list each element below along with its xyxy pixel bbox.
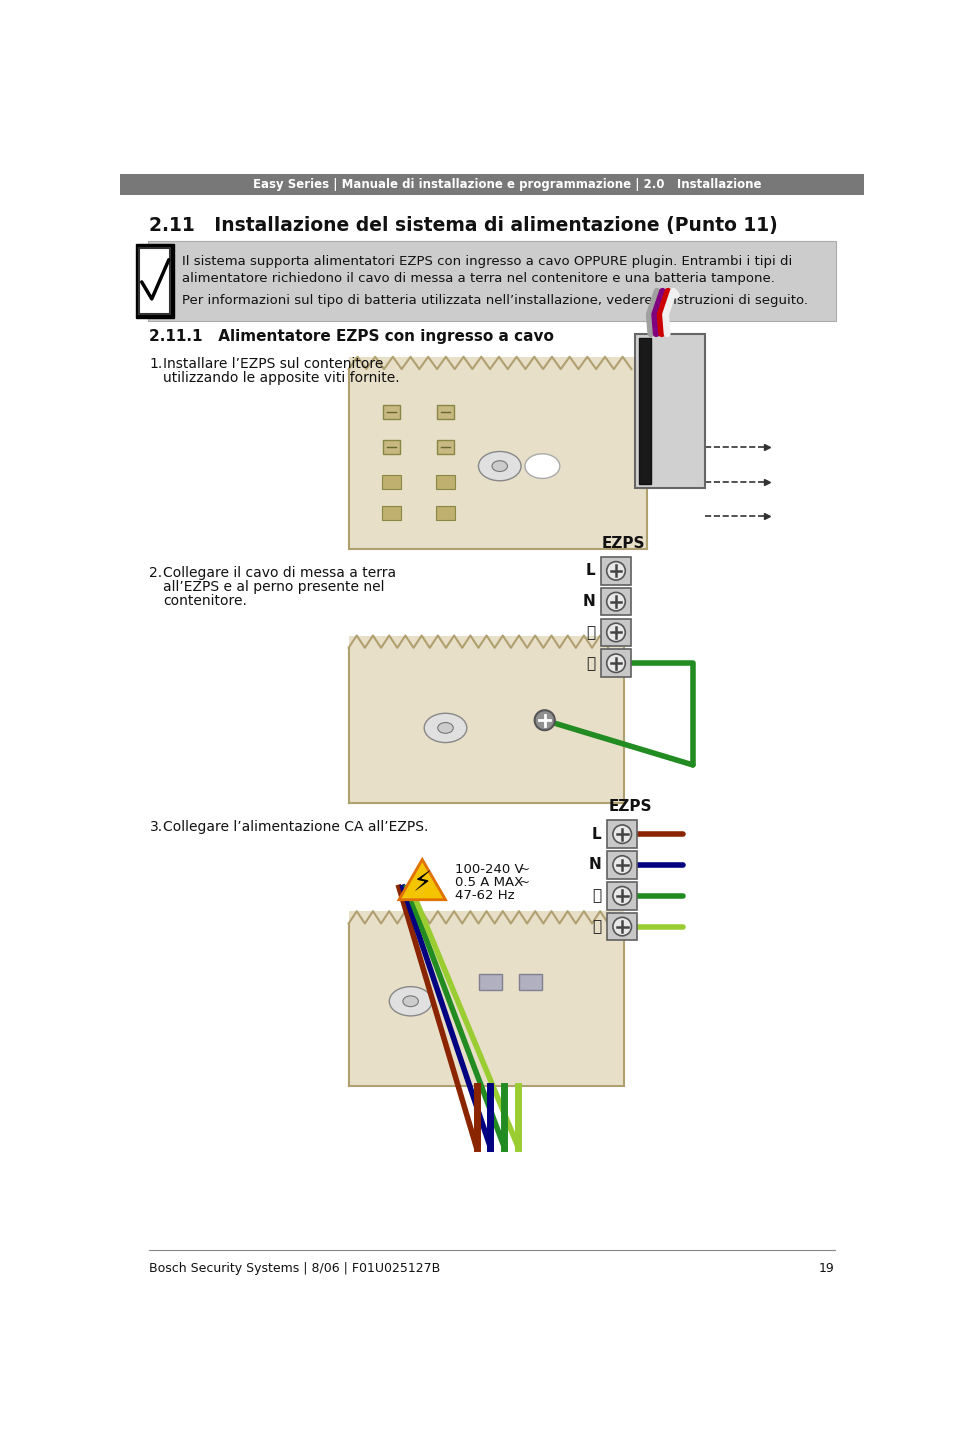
Ellipse shape: [492, 461, 508, 471]
Text: 1.: 1.: [150, 357, 162, 370]
Bar: [348, 357, 647, 549]
Text: L: L: [586, 564, 595, 578]
Circle shape: [612, 824, 632, 843]
Text: 2.11.1   Alimentatore EZPS con ingresso a cavo: 2.11.1 Alimentatore EZPS con ingresso a …: [150, 330, 554, 344]
Text: N: N: [583, 594, 595, 609]
Text: ⏚: ⏚: [592, 888, 601, 904]
Text: Collegare l’alimentazione CA all’EZPS.: Collegare l’alimentazione CA all’EZPS.: [163, 820, 429, 834]
Bar: [437, 405, 454, 419]
Bar: [608, 820, 636, 847]
Text: Bosch Security Systems | 8/06 | F01U025127B: Bosch Security Systems | 8/06 | F01U0251…: [150, 1262, 441, 1275]
Text: 3.: 3.: [150, 820, 162, 834]
Bar: [348, 636, 624, 804]
Text: Easy Series | Manuale di installazione e programmazione | 2.0   Installazione: Easy Series | Manuale di installazione e…: [253, 178, 761, 191]
Text: 0.5 A MAX: 0.5 A MAX: [455, 876, 523, 889]
Circle shape: [607, 593, 625, 610]
Circle shape: [607, 654, 625, 672]
Bar: [383, 440, 399, 454]
Bar: [148, 241, 836, 321]
Bar: [601, 619, 631, 646]
Bar: [139, 249, 170, 314]
Text: 19: 19: [819, 1262, 834, 1275]
Bar: [436, 476, 455, 489]
Bar: [436, 506, 455, 521]
Ellipse shape: [403, 996, 419, 1006]
Text: contenitore.: contenitore.: [163, 594, 248, 607]
Text: 47-62 Hz: 47-62 Hz: [455, 889, 515, 902]
Text: alimentatore richiedono il cavo di messa a terra nel contenitore e una batteria : alimentatore richiedono il cavo di messa…: [182, 272, 775, 285]
Circle shape: [607, 561, 625, 580]
Text: ⏚: ⏚: [592, 920, 601, 934]
Bar: [636, 334, 706, 487]
Ellipse shape: [438, 723, 453, 733]
Text: all’EZPS e al perno presente nel: all’EZPS e al perno presente nel: [163, 580, 385, 594]
Bar: [383, 405, 399, 419]
Bar: [639, 337, 651, 484]
Bar: [601, 587, 631, 616]
Text: ⚡: ⚡: [413, 869, 432, 898]
Text: ~: ~: [518, 876, 530, 889]
Text: EZPS: EZPS: [609, 800, 652, 814]
Text: utilizzando le apposite viti fornite.: utilizzando le apposite viti fornite.: [163, 370, 400, 385]
Bar: [382, 506, 400, 521]
Ellipse shape: [424, 713, 467, 743]
Text: ⏚: ⏚: [586, 625, 595, 641]
Polygon shape: [348, 357, 647, 549]
Ellipse shape: [478, 451, 521, 480]
Text: N: N: [588, 857, 601, 872]
Ellipse shape: [525, 454, 560, 479]
Text: Installare l’EZPS sul contenitore: Installare l’EZPS sul contenitore: [163, 357, 384, 370]
Text: Per informazioni sul tipo di batteria utilizzata nell’installazione, vedere le i: Per informazioni sul tipo di batteria ut…: [182, 294, 808, 307]
Circle shape: [612, 886, 632, 905]
Text: 100-240 V: 100-240 V: [455, 863, 523, 876]
Circle shape: [607, 623, 625, 642]
Text: Il sistema supporta alimentatori EZPS con ingresso a cavo OPPURE plugin. Entramb: Il sistema supporta alimentatori EZPS co…: [182, 254, 792, 268]
Text: ~: ~: [518, 863, 530, 876]
Bar: [382, 476, 400, 489]
Text: L: L: [591, 827, 601, 842]
Bar: [608, 912, 636, 940]
Bar: [135, 244, 175, 318]
Bar: [608, 882, 636, 910]
Text: Collegare il cavo di messa a terra: Collegare il cavo di messa a terra: [163, 567, 396, 580]
Circle shape: [612, 917, 632, 936]
Circle shape: [612, 856, 632, 875]
Text: ⏚: ⏚: [586, 655, 595, 671]
Text: 2.11   Installazione del sistema di alimentazione (Punto 11): 2.11 Installazione del sistema di alimen…: [150, 217, 779, 236]
Circle shape: [535, 710, 555, 730]
Bar: [120, 174, 864, 195]
Polygon shape: [348, 911, 624, 1086]
Bar: [608, 852, 636, 879]
Polygon shape: [399, 859, 445, 899]
Ellipse shape: [390, 986, 432, 1017]
Bar: [437, 440, 454, 454]
Text: EZPS: EZPS: [602, 535, 645, 551]
Bar: [479, 975, 502, 989]
Bar: [519, 975, 542, 989]
Polygon shape: [348, 636, 624, 804]
Bar: [348, 911, 624, 1086]
Text: 2.: 2.: [150, 567, 162, 580]
Bar: [601, 649, 631, 677]
Bar: [601, 557, 631, 584]
